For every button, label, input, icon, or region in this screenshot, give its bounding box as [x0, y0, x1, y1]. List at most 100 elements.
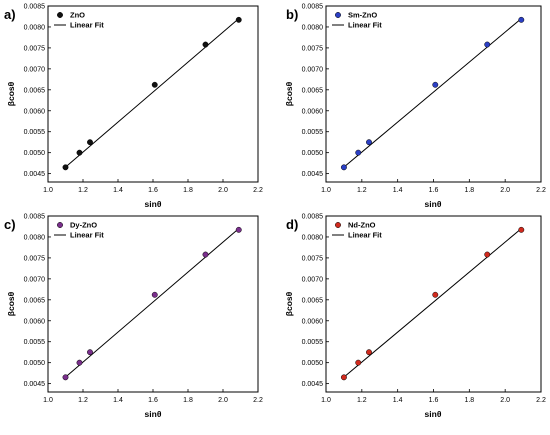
- panel-a-y-tick-label: 0.0065: [24, 87, 46, 94]
- panel-c-x-tick-label: 1.4: [113, 397, 123, 404]
- panel-d-x-tick-label: 1.0: [321, 397, 331, 404]
- panel-c-x-tick-label: 2.2: [253, 397, 263, 404]
- panel-b-y-tick-label: 0.0070: [302, 66, 324, 73]
- panel-a-data-point: [76, 149, 83, 156]
- panel-d-fit-line: [341, 228, 522, 379]
- panel-d-data-point: [484, 251, 491, 258]
- panel-b-x-tick-label: 1.0: [321, 187, 331, 194]
- panel-a-x-axis-title: sinθ: [145, 199, 162, 209]
- panel-c-data-point: [151, 291, 158, 298]
- panel-b-legend-fit-label: Linear Fit: [348, 21, 382, 30]
- panel-a-data-point: [87, 139, 93, 146]
- panel-b-data-point: [340, 164, 347, 171]
- panel-a-x-tick-label: 2.0: [218, 187, 228, 194]
- panel-c-x-tick-label: 2.0: [218, 397, 228, 404]
- panel-b-data-point: [366, 139, 372, 146]
- panel-c-x-tick-label: 1.2: [78, 397, 88, 404]
- panel-a-y-tick-label: 0.0075: [24, 45, 46, 52]
- panel-b-y-tick-label: 0.0065: [302, 87, 324, 94]
- panel-a-legend-series-label: ZnO: [70, 11, 85, 20]
- panel-d-y-tick-label: 0.0080: [302, 234, 324, 241]
- panel-d-x-tick-label: 1.6: [429, 397, 439, 404]
- panel-b-fit-line: [341, 18, 522, 169]
- panel-b-y-tick-label: 0.0085: [302, 4, 324, 11]
- panel-d-data-point: [518, 226, 525, 233]
- panel-c-y-tick-label: 0.0055: [24, 339, 46, 346]
- panel-a-y-tick-label: 0.0085: [24, 4, 46, 11]
- panel-c-x-axis-title: sinθ: [145, 409, 162, 419]
- panel-d-legend-series-label: Nd-ZnO: [348, 221, 376, 230]
- panel-a-data-point: [62, 164, 69, 171]
- panel-c-data-point: [76, 359, 83, 366]
- panel-d-label: d): [286, 217, 298, 232]
- panel-a-fit-line: [63, 18, 240, 169]
- panel-a: a) 1.0 1.2 1.4 1.6 1.8 2.0 2.2 0.0045 0.0050 0.00…: [4, 4, 263, 210]
- panel-c-y-tick-label: 0.0045: [24, 381, 46, 388]
- panel-d-y-tick-label: 0.0075: [302, 255, 324, 262]
- panel-b-y-tick-label: 0.0055: [302, 129, 324, 136]
- panel-d-y-tick-label: 0.0045: [302, 381, 324, 388]
- panel-d-y-tick-label: 0.0050: [302, 360, 324, 367]
- panel-b-data-point: [355, 149, 362, 156]
- panel-a-y-tick-label: 0.0045: [24, 171, 46, 178]
- panel-a-plot: 1.0 1.2 1.4 1.6 1.8 2.0 2.2 0.0045 0.0050 0.0055 0…: [24, 4, 263, 195]
- panel-a-data-point: [235, 16, 242, 23]
- panel-b-x-tick-label: 2.2: [536, 187, 546, 194]
- panel-c-y-tick-label: 0.0065: [24, 297, 46, 304]
- panel-d-legend-fit-label: Linear Fit: [348, 231, 382, 240]
- panel-d-y-tick-label: 0.0060: [302, 318, 324, 325]
- panel-c-y-tick-label: 0.0050: [24, 360, 46, 367]
- panel-d: d) 1.0 1.2 1.4 1.6 1.8 2.0 2.2 0.0045 0.0050 0.00…: [284, 214, 546, 420]
- panel-b-data-point: [484, 41, 491, 48]
- panel-d-y-tick-label: 0.0070: [302, 276, 324, 283]
- panel-c-y-tick-label: 0.0085: [24, 214, 46, 221]
- panel-c-fit-line: [63, 228, 240, 379]
- panel-c-label: c): [4, 217, 16, 232]
- panel-c-legend-fit-label: Linear Fit: [70, 231, 104, 240]
- panel-b-y-tick-label: 0.0080: [302, 24, 324, 31]
- panel-c-x-tick-label: 1.8: [183, 397, 193, 404]
- panel-b-plot: 1.0 1.2 1.4 1.6 1.8 2.0 2.2 0.0045 0.0050 0.0055 0…: [302, 4, 546, 195]
- panel-b-y-tick-label: 0.0060: [302, 108, 324, 115]
- panel-a-y-tick-label: 0.0055: [24, 129, 46, 136]
- panel-d-data-point: [340, 374, 347, 381]
- panel-c-data-point: [87, 349, 93, 356]
- panel-a-y-axis-title: βcosθ: [6, 81, 16, 106]
- panel-b-data-point: [432, 81, 439, 88]
- panel-d-y-tick-label: 0.0085: [302, 214, 324, 221]
- panel-a-y-tick-label: 0.0070: [24, 66, 46, 73]
- panel-b: b) 1.0 1.2 1.4 1.6 1.8 2.0 2.2 0.0045 0.0050 0.00…: [284, 4, 546, 210]
- panel-b-x-tick-label: 1.4: [393, 187, 403, 194]
- panel-d-plot: 1.0 1.2 1.4 1.6 1.8 2.0 2.2 0.0045 0.0050 0.0055 0…: [302, 214, 546, 405]
- panel-a-x-tick-label: 1.6: [148, 187, 158, 194]
- panel-c-legend-series-label: Dy-ZnO: [70, 221, 97, 230]
- panel-a-x-tick-label: 1.0: [43, 187, 53, 194]
- panel-b-x-tick-label: 1.8: [464, 187, 474, 194]
- panel-d-data-point: [366, 349, 372, 356]
- panel-b-legend-marker: [335, 12, 341, 18]
- panel-a-x-tick-label: 1.8: [183, 187, 193, 194]
- panel-b-x-axis-title: sinθ: [425, 199, 442, 209]
- panel-b-y-tick-label: 0.0075: [302, 45, 324, 52]
- panel-a-y-tick-label: 0.0050: [24, 150, 46, 157]
- panel-d-x-tick-label: 1.4: [393, 397, 403, 404]
- panel-d-data-point: [355, 359, 362, 366]
- panel-c-data-point: [202, 251, 209, 258]
- panel-c-y-tick-label: 0.0080: [24, 234, 46, 241]
- panel-d-x-tick-label: 2.2: [536, 397, 546, 404]
- panel-c-y-tick-label: 0.0060: [24, 318, 46, 325]
- panel-a-x-tick-label: 2.2: [253, 187, 263, 194]
- panel-c-x-tick-label: 1.6: [148, 397, 158, 404]
- panel-d-x-tick-label: 1.2: [357, 397, 367, 404]
- panel-b-x-tick-label: 1.2: [357, 187, 367, 194]
- panel-a-legend-fit-label: Linear Fit: [70, 21, 104, 30]
- panel-a-x-tick-label: 1.4: [113, 187, 123, 194]
- panel-a-y-tick-label: 0.0080: [24, 24, 46, 31]
- panel-a-y-tick-label: 0.0060: [24, 108, 46, 115]
- panel-a-label: a): [4, 7, 16, 22]
- panel-b-y-axis-title: βcosθ: [284, 81, 294, 106]
- panel-d-legend-marker: [335, 222, 341, 228]
- panel-a-x-tick-label: 1.2: [78, 187, 88, 194]
